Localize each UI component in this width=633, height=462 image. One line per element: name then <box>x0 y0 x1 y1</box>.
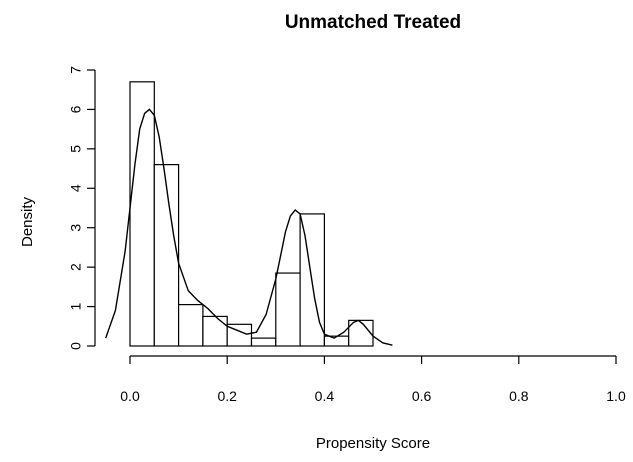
y-tick-label: 1 <box>68 302 84 310</box>
histogram-bar <box>275 272 301 347</box>
x-tick-label: 0.0 <box>120 388 140 404</box>
histogram-bar <box>348 319 374 347</box>
y-tick-label: 6 <box>68 105 84 113</box>
histogram-bar <box>226 323 253 347</box>
y-tick-label: 7 <box>68 66 84 74</box>
y-tick-label: 3 <box>68 224 84 232</box>
y-tick-label: 2 <box>68 263 84 271</box>
y-tick-label: 5 <box>68 145 84 153</box>
histogram-bar <box>153 164 180 347</box>
histogram-bar <box>202 315 228 347</box>
x-tick-label: 0.4 <box>315 388 335 404</box>
y-tick-label: 0 <box>68 342 84 350</box>
histogram-bar <box>250 337 277 347</box>
x-tick-label: 0.8 <box>509 388 529 404</box>
histogram-bar <box>178 304 204 347</box>
chart-title: Unmatched Treated <box>285 12 461 33</box>
x-axis: 0.0 0.2 0.4 0.6 0.8 1.0 <box>120 355 626 404</box>
y-axis: 0 1 2 3 4 5 6 7 <box>68 66 96 350</box>
x-tick-label: 0.2 <box>217 388 237 404</box>
y-axis-label: Density <box>19 196 36 247</box>
density-curve <box>105 108 393 346</box>
x-tick-label: 1.0 <box>606 388 626 404</box>
x-tick-label: 0.6 <box>412 388 432 404</box>
y-tick-label: 4 <box>68 184 84 192</box>
histogram-bars <box>129 81 374 347</box>
histogram-bar <box>323 335 350 347</box>
x-axis-label: Propensity Score <box>316 435 430 452</box>
